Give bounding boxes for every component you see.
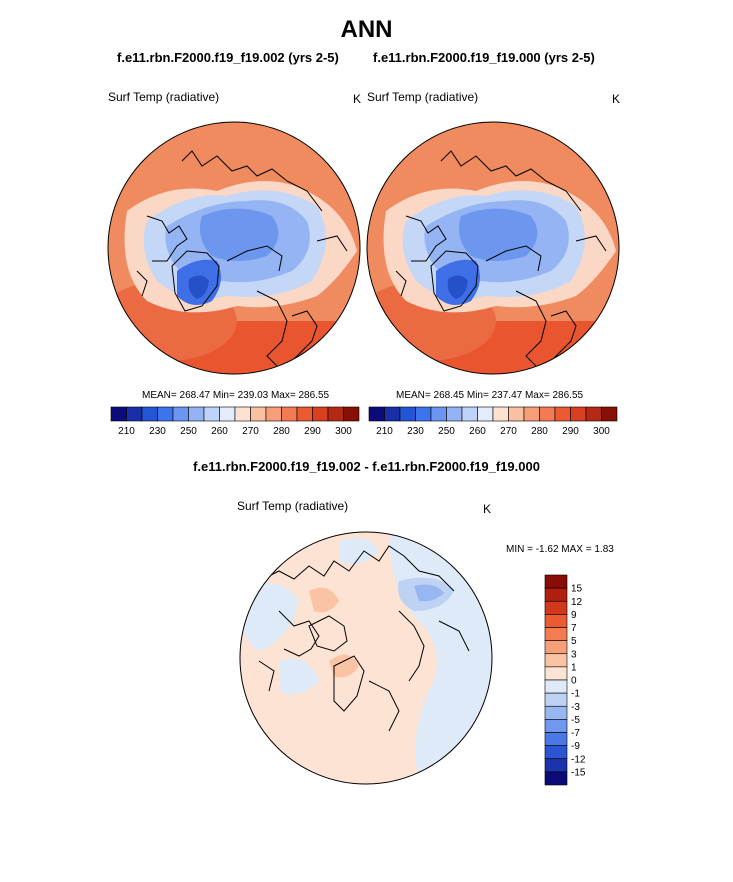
- diff-colorbar-tick-label: -7: [571, 728, 580, 739]
- diff-colorbar-swatch: [544, 679, 568, 694]
- colorbar-swatch: [188, 406, 205, 422]
- colorbar-swatch: [446, 406, 463, 422]
- colorbar-tick-label: 300: [335, 426, 352, 437]
- diff-colorbar-tick-label: 5: [571, 636, 577, 647]
- plot-title: ANN: [340, 16, 393, 43]
- colorbar-swatch: [250, 406, 267, 422]
- colorbar-tick-label: 280: [273, 426, 290, 437]
- diff-colorbar-tick-label: -12: [571, 754, 586, 765]
- colorbar-tick-label: 250: [180, 426, 197, 437]
- diff-colorbar-swatch: [544, 758, 568, 773]
- colorbar-tick-label: 210: [118, 426, 135, 437]
- diff-colorbar-tick-label: 7: [571, 623, 577, 634]
- colorbar-swatch: [477, 406, 494, 422]
- diff-colorbar-tick-label: 9: [571, 610, 577, 621]
- diff-colorbar-swatch: [544, 692, 568, 707]
- colorbar-swatch: [157, 406, 174, 422]
- colorbar-swatch: [219, 406, 236, 422]
- colorbar-swatch: [461, 406, 478, 422]
- polar-map-right: [366, 121, 620, 375]
- diff-colorbar-tick-label: -9: [571, 741, 580, 752]
- colorbar-left: 210 230 250 260 270 280 290 300: [110, 406, 360, 437]
- diff-colorbar-tick-label: 12: [571, 597, 583, 608]
- diff-colorbar-tick-label: -1: [571, 689, 580, 700]
- colorbar-swatch: [281, 406, 298, 422]
- diff-colorbar-swatch: [544, 627, 568, 641]
- colorbar-tick-label: 260: [211, 426, 228, 437]
- colorbar-tick-label: 290: [562, 426, 579, 437]
- colorbar-swatch: [126, 406, 143, 422]
- colorbar-swatch: [234, 406, 251, 422]
- colorbar-tick-label: 250: [438, 426, 455, 437]
- colorbar-swatch: [312, 406, 329, 422]
- diff-colorbar-tick-label: 3: [571, 649, 577, 660]
- diff-colorbar-swatch: [544, 705, 568, 720]
- colorbar-swatch: [508, 406, 525, 422]
- diff-colorbar-swatch: [544, 600, 568, 615]
- case-title-right: f.e11.rbn.F2000.f19_f19.000 (yrs 2-5): [373, 50, 595, 65]
- colorbar-swatch: [110, 406, 127, 422]
- colorbar-tick-label: 230: [407, 426, 424, 437]
- colorbar-swatch: [492, 406, 509, 422]
- stats-right: MEAN= 268.45 Min= 237.47 Max= 286.55: [396, 390, 584, 401]
- diff-colorbar-swatch: [544, 666, 568, 681]
- diff-colorbar-swatch: [544, 653, 568, 668]
- colorbar-tick-label: 290: [304, 426, 321, 437]
- colorbar-swatch: [415, 406, 432, 422]
- colorbar-swatch: [141, 406, 158, 422]
- units-label-difference: K: [483, 502, 492, 516]
- colorbar-right: 210 230 250 260 270 280 290 300: [368, 406, 618, 437]
- diff-colorbar-swatch: [544, 745, 568, 760]
- units-label-right: K: [612, 92, 621, 106]
- diff-colorbar-tick-label: 15: [571, 584, 583, 595]
- diff-colorbar-tick-label: 0: [571, 676, 577, 687]
- diff-colorbar-swatch: [544, 732, 568, 746]
- diff-colorbar-swatch: [544, 640, 568, 655]
- units-label-left: K: [353, 92, 362, 106]
- colorbar-swatch: [296, 406, 313, 422]
- diff-colorbar-swatch: [544, 614, 568, 628]
- polar-map-difference: [239, 531, 493, 785]
- polar-map-left: [107, 121, 361, 375]
- colorbar-swatch: [523, 406, 540, 422]
- difference-title: f.e11.rbn.F2000.f19_f19.002 - f.e11.rbn.…: [193, 459, 540, 474]
- colorbar-difference: 15 12 9 7 5 3 1 0 -1 -3 -5 -7 -9 -12 -15: [544, 574, 586, 786]
- colorbar-swatch: [172, 406, 189, 422]
- colorbar-tick-label: 230: [149, 426, 166, 437]
- colorbar-tick-label: 210: [376, 426, 393, 437]
- colorbar-tick-label: 270: [242, 426, 259, 437]
- colorbar-swatch: [265, 406, 282, 422]
- colorbar-swatch: [399, 406, 416, 422]
- variable-label-right: Surf Temp (radiative): [367, 90, 479, 104]
- colorbar-tick-label: 300: [593, 426, 610, 437]
- case-title-left: f.e11.rbn.F2000.f19_f19.002 (yrs 2-5): [117, 50, 339, 65]
- variable-label-difference: Surf Temp (radiative): [237, 499, 349, 513]
- colorbar-swatch: [539, 406, 556, 422]
- colorbar-tick-label: 280: [531, 426, 548, 437]
- diff-colorbar-tick-label: -5: [571, 715, 580, 726]
- colorbar-swatch: [327, 406, 344, 422]
- colorbar-swatch: [343, 406, 360, 422]
- diff-colorbar-tick-label: -3: [571, 702, 580, 713]
- diff-colorbar-tick-label: 1: [571, 662, 577, 673]
- colorbar-swatch: [585, 406, 602, 422]
- colorbar-swatch: [554, 406, 571, 422]
- colorbar-swatch: [570, 406, 587, 422]
- stats-left: MEAN= 268.47 Min= 239.03 Max= 286.55: [142, 390, 330, 401]
- colorbar-swatch: [601, 406, 618, 422]
- diff-colorbar-swatch: [544, 587, 568, 602]
- diff-colorbar-swatch: [544, 771, 568, 786]
- diff-colorbar-tick-label: -15: [571, 767, 586, 778]
- diff-colorbar-swatch: [544, 719, 568, 733]
- variable-label-left: Surf Temp (radiative): [108, 90, 220, 104]
- colorbar-swatch: [384, 406, 401, 422]
- colorbar-swatch: [368, 406, 385, 422]
- stats-difference: MIN = -1.62 MAX = 1.83: [506, 544, 614, 555]
- colorbar-tick-label: 270: [500, 426, 517, 437]
- colorbar-swatch: [203, 406, 220, 422]
- colorbar-tick-label: 260: [469, 426, 486, 437]
- diff-colorbar-swatch: [544, 574, 568, 589]
- colorbar-swatch: [430, 406, 447, 422]
